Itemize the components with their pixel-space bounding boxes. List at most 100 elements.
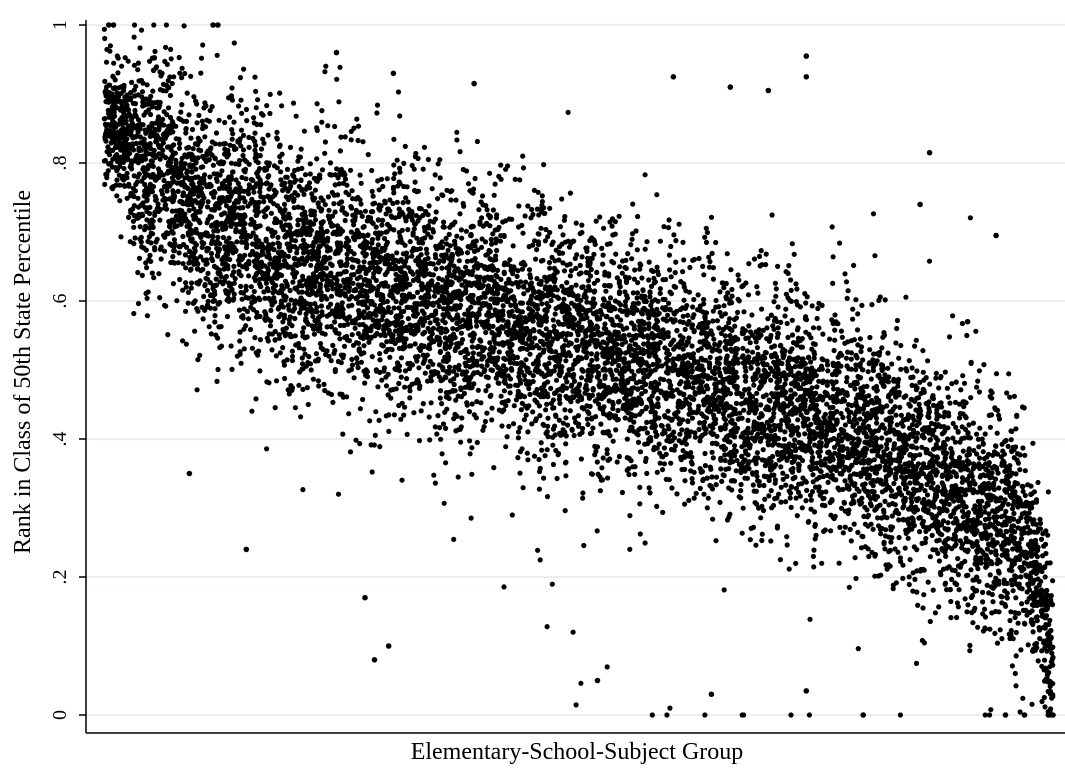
scatter-point: [676, 344, 683, 350]
scatter-point: [726, 320, 732, 326]
scatter-point: [534, 206, 541, 212]
scatter-point: [797, 304, 804, 310]
scatter-point: [1036, 627, 1043, 633]
scatter-point: [666, 434, 672, 440]
scatter-point: [814, 315, 820, 322]
scatter-point: [410, 277, 416, 283]
scatter-point: [594, 356, 600, 362]
scatter-point: [328, 293, 335, 299]
scatter-point: [334, 76, 340, 82]
scatter-point: [690, 304, 696, 310]
scatter-point: [139, 89, 146, 95]
scatter-point: [920, 369, 926, 375]
scatter-point: [132, 188, 138, 194]
scatter-point: [893, 340, 899, 346]
scatter-point: [207, 174, 213, 180]
scatter-point: [246, 273, 252, 279]
scatter-point: [577, 262, 583, 268]
scatter-point: [900, 575, 906, 582]
scatter-point: [189, 169, 195, 175]
scatter-point: [348, 366, 354, 373]
scatter-point: [1013, 653, 1019, 659]
scatter-point: [761, 482, 767, 489]
scatter-point: [534, 247, 540, 253]
scatter-point: [426, 414, 432, 420]
scatter-point: [942, 369, 948, 375]
scatter-point: [711, 336, 717, 342]
scatter-point: [357, 441, 363, 447]
scatter-point: [131, 310, 137, 317]
scatter-point: [131, 22, 138, 28]
scatter-point: [277, 159, 283, 165]
scatter-point: [484, 410, 490, 416]
scatter-point: [527, 391, 533, 397]
scatter-point: [222, 119, 228, 126]
scatter-point: [305, 401, 311, 408]
scatter-point: [521, 283, 527, 289]
scatter-point: [733, 400, 740, 406]
scatter-point: [773, 293, 779, 299]
scatter-point: [838, 505, 845, 511]
scatter-point: [459, 282, 465, 288]
scatter-point: [674, 387, 680, 393]
scatter-point: [322, 150, 328, 156]
scatter-point: [421, 311, 427, 317]
scatter-point: [707, 482, 713, 488]
scatter-point: [544, 401, 550, 407]
scatter-point: [1034, 554, 1040, 560]
scatter-point: [157, 295, 163, 301]
scatter-point: [525, 287, 531, 293]
scatter-point: [199, 118, 205, 124]
scatter-point: [912, 576, 918, 583]
scatter-point: [831, 386, 837, 392]
scatter-point: [941, 414, 947, 420]
scatter-point: [792, 437, 798, 443]
scatter-point: [855, 529, 861, 536]
scatter-point: [683, 441, 690, 447]
scatter-point: [439, 192, 445, 198]
scatter-point: [196, 112, 202, 118]
scatter-point: [849, 493, 856, 499]
scatter-point: [474, 399, 480, 405]
scatter-point: [865, 512, 872, 519]
scatter-point: [646, 321, 652, 327]
scatter-point: [906, 358, 912, 364]
scatter-point: [530, 345, 536, 351]
scatter-point: [396, 305, 402, 311]
scatter-point: [383, 383, 390, 389]
scatter-point: [157, 217, 163, 223]
scatter-point: [241, 167, 247, 173]
scatter-point: [544, 494, 551, 500]
scatter-point: [1014, 412, 1020, 418]
scatter-point: [1018, 536, 1024, 542]
scatter-point: [151, 22, 157, 28]
scatter-point: [903, 294, 909, 300]
scatter-point: [738, 488, 744, 494]
scatter-point: [593, 448, 599, 454]
scatter-point: [267, 323, 274, 329]
scatter-point: [175, 188, 181, 194]
scatter-point: [170, 254, 176, 260]
scatter-point: [308, 367, 314, 373]
scatter-point: [888, 539, 894, 545]
scatter-point: [614, 459, 620, 465]
scatter-point: [482, 418, 488, 425]
scatter-point: [295, 204, 301, 210]
scatter-point: [727, 316, 733, 322]
scatter-point: [686, 497, 692, 503]
scatter-point: [289, 353, 296, 359]
scatter-point: [405, 227, 411, 233]
scatter-point: [149, 270, 155, 276]
scatter-point: [872, 253, 878, 259]
scatter-point: [277, 90, 283, 96]
scatter-point: [179, 65, 185, 71]
scatter-point: [351, 375, 357, 381]
scatter-point: [861, 513, 867, 520]
scatter-point: [695, 292, 701, 298]
scatter-point: [550, 461, 557, 468]
scatter-point: [609, 223, 615, 229]
scatter-point: [161, 177, 167, 184]
scatter-point: [911, 522, 918, 529]
scatter-point: [476, 351, 482, 357]
scatter-point: [637, 531, 643, 537]
